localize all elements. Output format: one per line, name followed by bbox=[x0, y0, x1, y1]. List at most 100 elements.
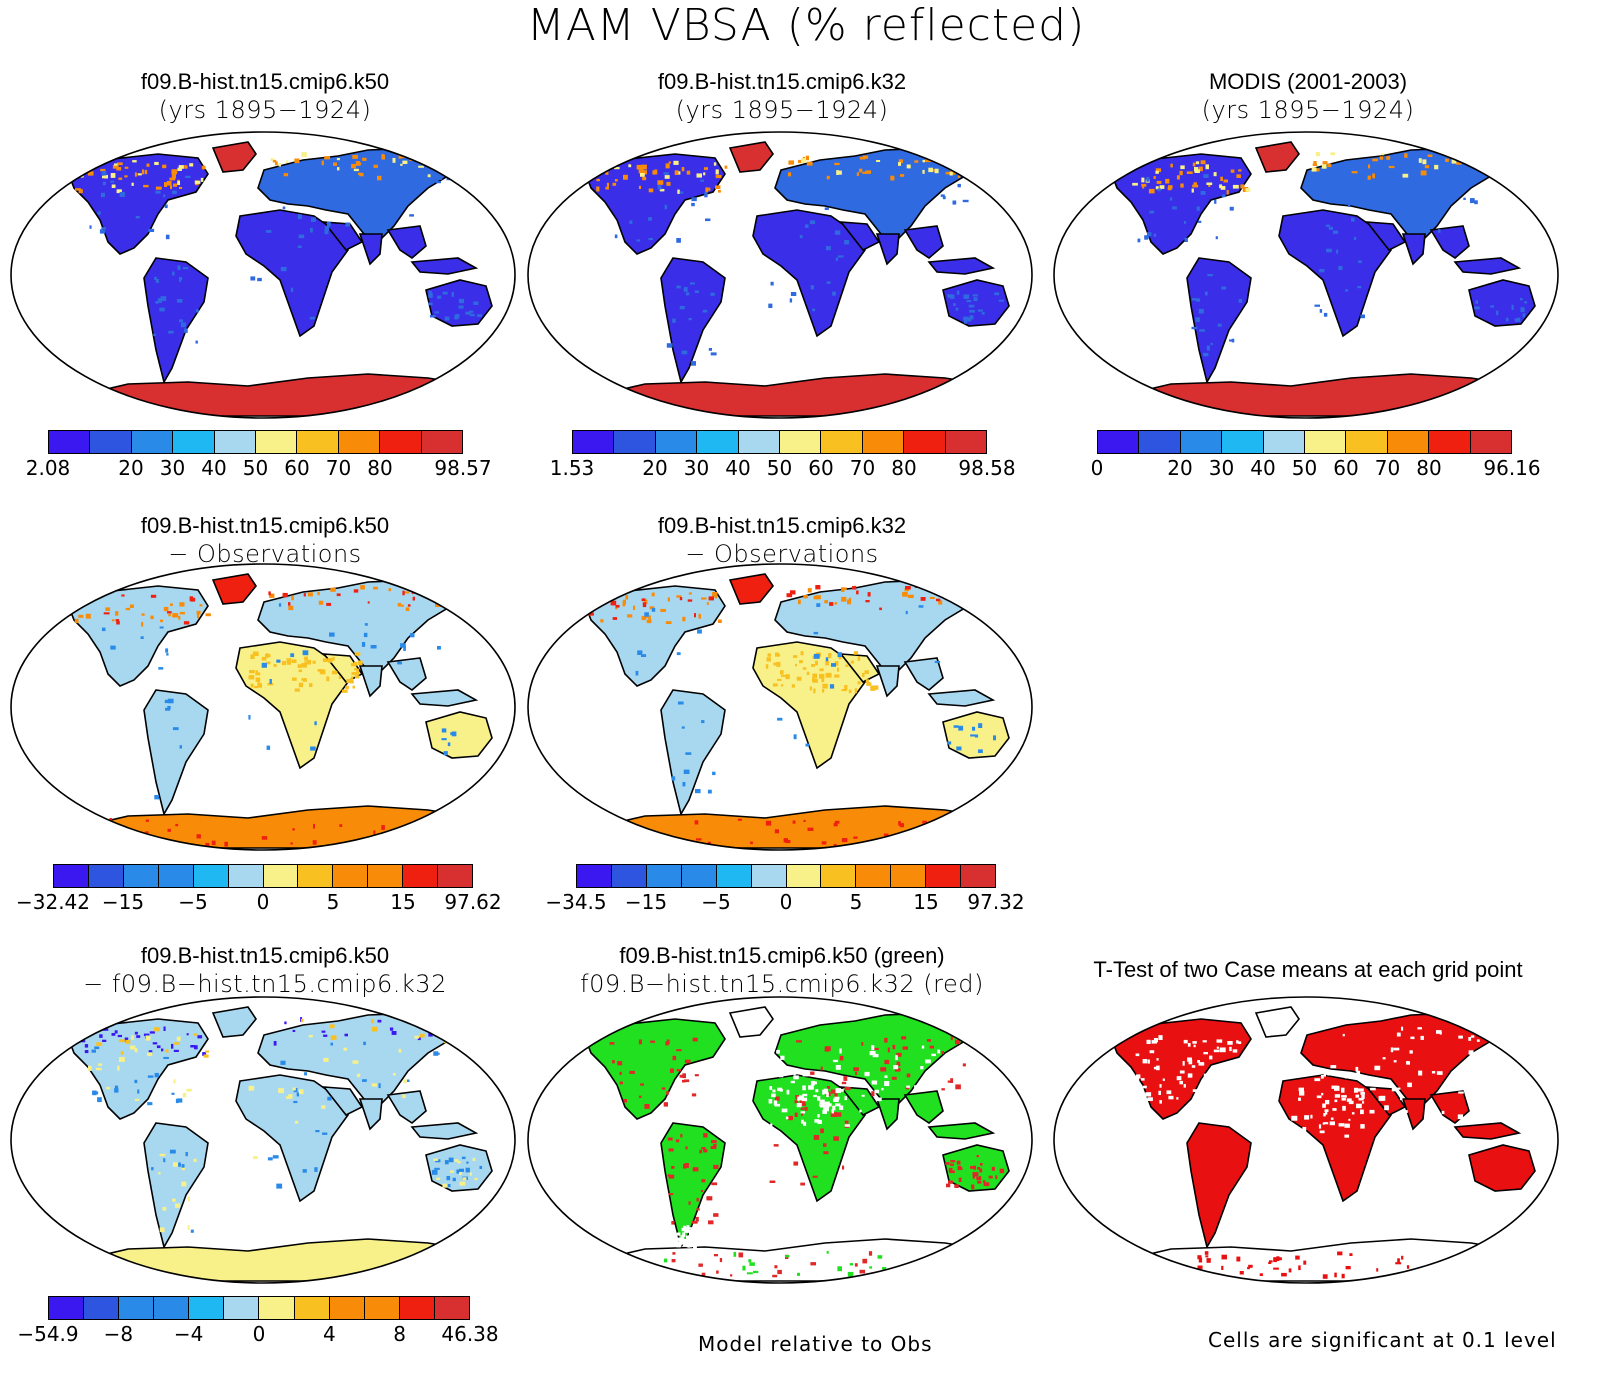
map-green-red bbox=[525, 995, 1035, 1285]
colorbar-swatch bbox=[646, 865, 682, 887]
land-na bbox=[583, 1018, 726, 1120]
colorbar-swatch bbox=[131, 431, 174, 453]
panel-title: T-Test of two Case means at each grid po… bbox=[1093, 957, 1523, 982]
colorbar-swatch bbox=[681, 865, 717, 887]
land-na bbox=[1109, 1018, 1252, 1120]
colorbar-swatch bbox=[1470, 431, 1512, 453]
colorbar-k32-minus-obs: −34.5 −15 −5 0 5 15 97.32 bbox=[545, 864, 1025, 924]
land-antarctica bbox=[583, 805, 1007, 849]
colorbar-k50-abs: 2.08 20 30 40 50 60 70 80 98.57 bbox=[26, 430, 492, 490]
map-frame bbox=[1053, 131, 1559, 419]
land-india bbox=[1401, 233, 1426, 266]
colorbar-tick-label: 8 bbox=[393, 1322, 407, 1346]
world-map bbox=[527, 131, 1033, 419]
colorbar-tick-label: 70 bbox=[325, 456, 352, 480]
land-seasia bbox=[1429, 1090, 1470, 1125]
colorbar-tick-label: −15 bbox=[624, 890, 668, 914]
panel-k50-minus-obs: f09.B-hist.tn15.cmip6.k50 − Observations bbox=[10, 512, 520, 568]
world-map bbox=[527, 563, 1033, 851]
land-india bbox=[358, 1098, 383, 1131]
land-greenland bbox=[211, 141, 257, 173]
colorbar-modis: 0 20 30 40 50 60 70 80 96.16 bbox=[1091, 430, 1541, 490]
land-australia bbox=[942, 279, 1010, 327]
land-seasia bbox=[386, 1090, 427, 1125]
land-greenland bbox=[211, 573, 257, 605]
colorbar-swatch bbox=[1222, 431, 1264, 453]
panel-ttest: T-Test of two Case means at each grid po… bbox=[1053, 956, 1563, 984]
panel-subtitle: (yrs 1895−1924) bbox=[675, 96, 889, 124]
land-indo bbox=[927, 257, 996, 275]
colorbar-swatch bbox=[297, 431, 339, 453]
panel-title: f09.B-hist.tn15.cmip6.k50 bbox=[140, 69, 390, 94]
land-antarctica bbox=[66, 1238, 490, 1282]
colorbar-swatch bbox=[862, 431, 905, 453]
land-antarctica bbox=[583, 373, 1007, 417]
colorbar-swatch bbox=[821, 865, 857, 887]
map-k50-minus-k32 bbox=[8, 995, 518, 1285]
colorbar-tick-label: 20 bbox=[118, 456, 144, 480]
land-na bbox=[66, 153, 209, 255]
land-india bbox=[1401, 1098, 1426, 1131]
colorbar-tick-label: 97.32 bbox=[967, 890, 1025, 914]
panel-title: f09.B-hist.tn15.cmip6.k32 bbox=[657, 69, 907, 94]
land-india bbox=[875, 233, 900, 266]
land-seasia bbox=[386, 657, 427, 692]
land-na bbox=[66, 585, 209, 687]
land-sa bbox=[143, 257, 209, 385]
colorbar-swatch bbox=[259, 1297, 295, 1319]
map-frame bbox=[10, 996, 516, 1284]
land-seasia bbox=[903, 225, 944, 260]
map-k50-minus-obs bbox=[8, 562, 518, 852]
panel-k50-minus-k32: f09.B-hist.tn15.cmip6.k50 − f09.B−hist.t… bbox=[10, 942, 520, 998]
land-africa bbox=[1278, 209, 1392, 338]
colorbar-swatch bbox=[856, 865, 892, 887]
colorbar-swatch bbox=[751, 865, 787, 887]
land-india bbox=[358, 665, 383, 698]
land-indo bbox=[927, 689, 996, 707]
colorbar-swatch bbox=[716, 865, 752, 887]
colorbar-swatch bbox=[338, 431, 381, 453]
panel-subtitle: − f09.B−hist.tn15.cmip6.k32 bbox=[83, 970, 447, 998]
colorbar-swatch bbox=[329, 1297, 365, 1319]
colorbar-tick-label: 0 bbox=[252, 1322, 266, 1346]
colorbar-swatch bbox=[123, 865, 159, 887]
world-map bbox=[10, 563, 516, 851]
colorbar-swatch bbox=[88, 865, 124, 887]
land-na bbox=[583, 585, 726, 687]
colorbar-swatch bbox=[821, 431, 863, 453]
panel-title: MODIS (2001-2003) bbox=[1208, 69, 1408, 94]
colorbar-boxes bbox=[572, 430, 987, 454]
panel-subtitle: (yrs 1895−1924) bbox=[1201, 96, 1415, 124]
colorbar-tick-label: −15 bbox=[101, 890, 145, 914]
colorbar-tick-label: 80 bbox=[367, 456, 393, 480]
land-africa bbox=[235, 1074, 349, 1203]
land-indo bbox=[410, 257, 479, 275]
panel-title: f09.B-hist.tn15.cmip6.k32 bbox=[657, 513, 907, 538]
colorbar-boxes bbox=[1097, 430, 1512, 454]
land-europe bbox=[257, 579, 472, 673]
map-ttest bbox=[1051, 995, 1561, 1285]
land-indo bbox=[1453, 257, 1522, 275]
colorbar-tick-label: 30 bbox=[159, 456, 186, 480]
land-seasia bbox=[903, 1090, 944, 1125]
land-africa bbox=[752, 1074, 866, 1203]
colorbar-tick-label: 0 bbox=[256, 890, 270, 914]
colorbar-tick-label: 70 bbox=[1374, 456, 1401, 480]
colorbar-swatch bbox=[1263, 431, 1306, 453]
map-k32-minus-obs bbox=[525, 562, 1035, 852]
panel-k50-abs: f09.B-hist.tn15.cmip6.k50 (yrs 1895−1924… bbox=[10, 68, 520, 124]
colorbar-tick-label: 50 bbox=[242, 456, 269, 480]
colorbar-swatch bbox=[298, 865, 334, 887]
colorbar-tick-label: −5 bbox=[178, 890, 208, 914]
colorbar-swatch bbox=[1429, 431, 1471, 453]
world-map bbox=[1053, 996, 1559, 1284]
colorbar-swatch bbox=[573, 431, 615, 453]
colorbar-swatch bbox=[1098, 431, 1140, 453]
colorbar-swatch bbox=[173, 431, 215, 453]
land-africa bbox=[1278, 1074, 1392, 1203]
colorbar-swatch bbox=[961, 865, 996, 887]
world-map bbox=[527, 996, 1033, 1284]
colorbar-swatch bbox=[364, 1297, 400, 1319]
colorbar-tick-label: 4 bbox=[322, 1322, 336, 1346]
colorbar-boxes bbox=[48, 430, 463, 454]
